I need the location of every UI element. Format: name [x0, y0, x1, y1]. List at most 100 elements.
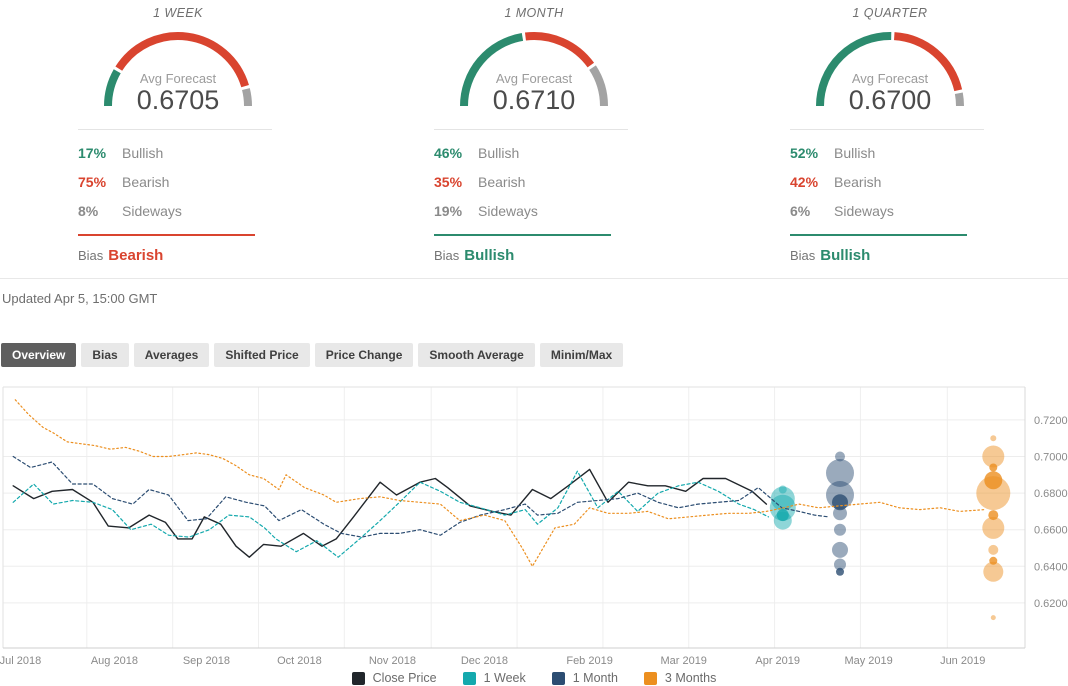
panel-title: 1 WEEK — [153, 6, 203, 20]
1-month-series — [12, 451, 854, 576]
bias-row: Bias Bullish — [434, 247, 712, 264]
sideways-row: 8% Sideways — [78, 203, 272, 219]
bias-value: Bearish — [108, 247, 164, 264]
svg-text:Jul 2018: Jul 2018 — [0, 655, 41, 667]
y-axis-labels: 0.7200 0.7000 0.6800 0.6600 0.6400 0.6200 — [1034, 415, 1068, 610]
one-month-swatch — [551, 671, 565, 685]
close-price-swatch — [351, 671, 365, 685]
1-week-series — [12, 470, 796, 558]
legend-label: 1 Week — [483, 671, 526, 685]
bearish-row: 42% Bearish — [790, 174, 984, 190]
gauge-1-quarter: Avg Forecast 0.6700 — [810, 24, 970, 115]
sideways-row: 6% Sideways — [790, 203, 984, 219]
bullish-row: 46% Bullish — [434, 145, 628, 161]
svg-text:0.6200: 0.6200 — [1034, 598, 1068, 610]
gauge-arc — [104, 32, 252, 107]
bullish-label: Bullish — [122, 145, 164, 161]
forecast-panel-1-month: 1 MONTH Avg Forecast 0.6710 46% Bullish … — [356, 2, 712, 264]
sideways-percent: 6% — [790, 203, 811, 219]
panel-title: 1 QUARTER — [852, 6, 928, 20]
3-months-series — [14, 399, 1011, 621]
sentiment-stats: 52% Bullish 42% Bearish 6% Sideways — [790, 129, 984, 236]
avg-forecast-value: 0.6700 — [848, 84, 932, 115]
tab-overview[interactable]: Overview — [1, 343, 77, 367]
svg-text:Sep 2018: Sep 2018 — [183, 655, 230, 667]
svg-text:0.6400: 0.6400 — [1034, 561, 1068, 573]
forecast-panel-1-week: 1 WEEK Avg Forecast 0.6705 17% Bullish 7… — [0, 2, 356, 264]
bias-value: Bullish — [464, 247, 515, 264]
svg-text:Aug 2018: Aug 2018 — [91, 655, 138, 667]
bias-row: Bias Bearish — [78, 247, 356, 264]
bias-row: Bias Bullish — [790, 247, 1068, 264]
tab-smooth-average[interactable]: Smooth Average — [418, 343, 535, 367]
svg-text:0.7200: 0.7200 — [1034, 415, 1068, 427]
bias-label: Bias — [434, 248, 460, 263]
bullish-percent: 17% — [78, 145, 107, 161]
legend-label: Close Price — [372, 671, 437, 685]
sideways-label: Sideways — [478, 203, 538, 219]
avg-forecast-label: Avg Forecast — [851, 70, 929, 86]
forecast-panels: 1 WEEK Avg Forecast 0.6705 17% Bullish 7… — [0, 0, 1068, 264]
close-price-series — [12, 468, 768, 558]
gridlines — [3, 387, 1025, 648]
legend-item-3-months[interactable]: 3 Months — [643, 671, 717, 685]
legend-item-1-month[interactable]: 1 Month — [551, 671, 618, 685]
gauge-arc — [460, 32, 608, 107]
legend-item-close-price[interactable]: Close Price — [351, 671, 437, 685]
three-months-swatch — [643, 671, 657, 685]
tab-minim-max[interactable]: Minim/Max — [539, 343, 624, 367]
svg-text:Feb 2019: Feb 2019 — [566, 655, 612, 667]
bias-underline — [434, 234, 611, 236]
sideways-row: 19% Sideways — [434, 203, 628, 219]
sideways-label: Sideways — [122, 203, 182, 219]
updated-timestamp: Updated Apr 5, 15:00 GMT — [2, 291, 158, 306]
legend-label: 3 Months — [664, 671, 717, 685]
one-week-swatch — [462, 671, 476, 685]
bearish-label: Bearish — [834, 174, 882, 190]
svg-text:0.7000: 0.7000 — [1034, 452, 1068, 464]
bias-value: Bullish — [820, 247, 871, 264]
forecast-panel-1-quarter: 1 QUARTER Avg Forecast 0.6700 52% Bullis… — [712, 2, 1068, 264]
legend-label: 1 Month — [572, 671, 618, 685]
bearish-row: 75% Bearish — [78, 174, 272, 190]
tab-price-change[interactable]: Price Change — [314, 343, 414, 367]
sentiment-stats: 17% Bullish 75% Bearish 8% Sideways — [78, 129, 272, 236]
sideways-percent: 8% — [78, 203, 99, 219]
panel-title: 1 MONTH — [504, 6, 564, 20]
avg-forecast-value: 0.6705 — [136, 84, 220, 115]
avg-forecast-label: Avg Forecast — [139, 70, 217, 86]
bearish-percent: 42% — [790, 174, 819, 190]
tab-bias[interactable]: Bias — [81, 343, 129, 367]
svg-text:Nov 2018: Nov 2018 — [369, 655, 416, 667]
svg-text:May 2019: May 2019 — [844, 655, 892, 667]
tab-averages[interactable]: Averages — [133, 343, 210, 367]
bias-label: Bias — [790, 248, 816, 263]
bias-label: Bias — [78, 248, 104, 263]
x-axis-labels: Jul 2018 Aug 2018 Sep 2018 Oct 2018 Nov 2018… — [0, 655, 985, 667]
bullish-percent: 46% — [434, 145, 463, 161]
svg-text:Dec 2018: Dec 2018 — [461, 655, 508, 667]
svg-text:Apr 2019: Apr 2019 — [755, 655, 800, 667]
gauge-1-week: Avg Forecast 0.6705 — [98, 24, 258, 115]
bullish-label: Bullish — [834, 145, 876, 161]
avg-forecast-label: Avg Forecast — [495, 70, 573, 86]
bullish-row: 52% Bullish — [790, 145, 984, 161]
legend-item-1-week[interactable]: 1 Week — [462, 671, 526, 685]
tab-shifted-price[interactable]: Shifted Price — [214, 343, 310, 367]
bearish-percent: 75% — [78, 174, 107, 190]
bearish-percent: 35% — [434, 174, 463, 190]
bias-underline — [790, 234, 967, 236]
gauge-1-month: Avg Forecast 0.6710 — [454, 24, 614, 115]
bearish-label: Bearish — [122, 174, 170, 190]
bearish-row: 35% Bearish — [434, 174, 628, 190]
gauge-arc — [816, 32, 965, 107]
bullish-row: 17% Bullish — [78, 145, 272, 161]
bearish-label: Bearish — [478, 174, 526, 190]
chart-tabs: Overview Bias Averages Shifted Price Pri… — [1, 343, 1068, 367]
svg-text:Mar 2019: Mar 2019 — [660, 655, 706, 667]
chart-legend: Close Price 1 Week 1 Month 3 Months — [0, 671, 1068, 685]
svg-text:0.6800: 0.6800 — [1034, 488, 1068, 500]
avg-forecast-value: 0.6710 — [492, 84, 576, 115]
forecast-chart: 0.7200 0.7000 0.6800 0.6600 0.6400 0.6200 Jul … — [0, 386, 1068, 667]
sideways-percent: 19% — [434, 203, 463, 219]
